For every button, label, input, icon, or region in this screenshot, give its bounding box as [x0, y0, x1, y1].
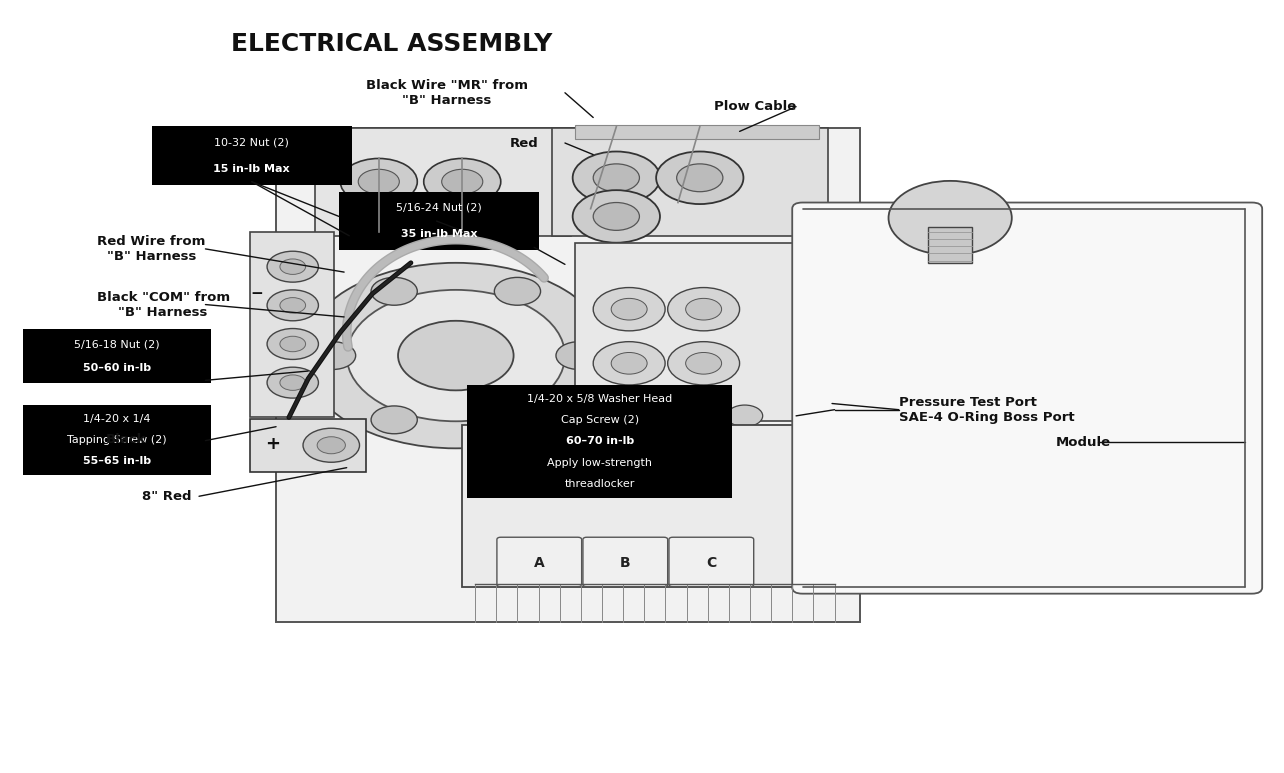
FancyBboxPatch shape	[23, 405, 211, 475]
FancyBboxPatch shape	[462, 425, 847, 587]
Circle shape	[347, 290, 565, 421]
Circle shape	[668, 342, 740, 385]
Circle shape	[686, 352, 722, 374]
Circle shape	[267, 329, 318, 359]
Circle shape	[424, 158, 501, 205]
Text: 55–65 in-lb: 55–65 in-lb	[82, 456, 152, 466]
Text: A: A	[534, 556, 544, 570]
FancyBboxPatch shape	[250, 232, 334, 417]
Circle shape	[280, 375, 306, 390]
Text: −: −	[250, 286, 263, 301]
Text: Black "COM" from
"B" Harness: Black "COM" from "B" Harness	[96, 291, 230, 318]
Circle shape	[267, 290, 318, 321]
Text: 60–70 in-lb: 60–70 in-lb	[565, 437, 634, 446]
Text: Plow Cable: Plow Cable	[714, 100, 796, 113]
Circle shape	[656, 152, 743, 204]
Circle shape	[267, 251, 318, 282]
Circle shape	[593, 288, 665, 331]
Circle shape	[611, 298, 647, 320]
Circle shape	[398, 321, 514, 390]
Text: Pressure Test Port
SAE-4 O-Ring Boss Port: Pressure Test Port SAE-4 O-Ring Boss Por…	[899, 396, 1075, 424]
Text: ELECTRICAL ASSEMBLY: ELECTRICAL ASSEMBLY	[231, 32, 552, 56]
Text: Black Wire "MR" from
"B" Harness: Black Wire "MR" from "B" Harness	[366, 79, 528, 107]
Text: 10-32 Nut (2): 10-32 Nut (2)	[214, 138, 289, 147]
FancyBboxPatch shape	[497, 537, 582, 587]
Circle shape	[371, 406, 417, 434]
FancyBboxPatch shape	[276, 128, 860, 622]
Circle shape	[573, 190, 660, 243]
Circle shape	[280, 336, 306, 352]
Circle shape	[494, 406, 541, 434]
Circle shape	[668, 288, 740, 331]
Text: 1/4-20 x 1/4: 1/4-20 x 1/4	[83, 414, 150, 424]
Circle shape	[677, 164, 723, 192]
Text: B: B	[620, 556, 630, 570]
Circle shape	[303, 428, 360, 462]
Text: 50–60 in-lb: 50–60 in-lb	[82, 363, 152, 373]
Text: Red: Red	[510, 137, 538, 149]
Circle shape	[280, 259, 306, 274]
Circle shape	[556, 342, 602, 369]
Text: Apply low-strength: Apply low-strength	[547, 458, 652, 468]
FancyBboxPatch shape	[792, 203, 1262, 594]
FancyBboxPatch shape	[23, 329, 211, 383]
Text: Module: Module	[1055, 436, 1111, 448]
Circle shape	[442, 169, 483, 194]
Circle shape	[593, 203, 639, 230]
Circle shape	[889, 181, 1012, 255]
Circle shape	[280, 298, 306, 313]
Circle shape	[309, 342, 356, 369]
Text: Black: Black	[105, 433, 146, 445]
Circle shape	[302, 263, 610, 448]
Circle shape	[593, 342, 665, 385]
Circle shape	[371, 278, 417, 305]
FancyBboxPatch shape	[928, 227, 972, 263]
Text: +: +	[265, 435, 280, 454]
Text: Tapping Screw (2): Tapping Screw (2)	[67, 435, 167, 444]
FancyBboxPatch shape	[575, 243, 855, 421]
Circle shape	[556, 404, 594, 427]
Circle shape	[611, 352, 647, 374]
Circle shape	[593, 164, 639, 192]
FancyBboxPatch shape	[583, 537, 668, 587]
Circle shape	[494, 278, 541, 305]
FancyBboxPatch shape	[552, 128, 828, 236]
Text: threadlocker: threadlocker	[565, 479, 634, 489]
Circle shape	[573, 152, 660, 204]
Circle shape	[686, 298, 722, 320]
FancyBboxPatch shape	[339, 192, 539, 250]
Circle shape	[317, 437, 345, 454]
Circle shape	[267, 367, 318, 398]
Circle shape	[340, 158, 417, 205]
FancyBboxPatch shape	[467, 385, 732, 498]
Circle shape	[727, 405, 763, 427]
Text: Red Wire from
"B" Harness: Red Wire from "B" Harness	[98, 235, 205, 263]
Text: 5/16-24 Nut (2): 5/16-24 Nut (2)	[397, 203, 482, 213]
Circle shape	[358, 169, 399, 194]
Text: 8" Red: 8" Red	[143, 490, 191, 502]
Text: 1/4-20 x 5/8 Washer Head: 1/4-20 x 5/8 Washer Head	[526, 393, 673, 404]
Text: 35 in-lb Max: 35 in-lb Max	[401, 230, 478, 239]
Text: 5/16-18 Nut (2): 5/16-18 Nut (2)	[74, 339, 159, 349]
FancyBboxPatch shape	[315, 128, 571, 236]
FancyBboxPatch shape	[250, 419, 366, 472]
Text: Cap Screw (2): Cap Screw (2)	[561, 415, 638, 425]
FancyBboxPatch shape	[669, 537, 754, 587]
FancyBboxPatch shape	[152, 126, 352, 185]
FancyBboxPatch shape	[575, 125, 819, 139]
Text: C: C	[706, 556, 716, 570]
Text: 15 in-lb Max: 15 in-lb Max	[213, 164, 290, 173]
